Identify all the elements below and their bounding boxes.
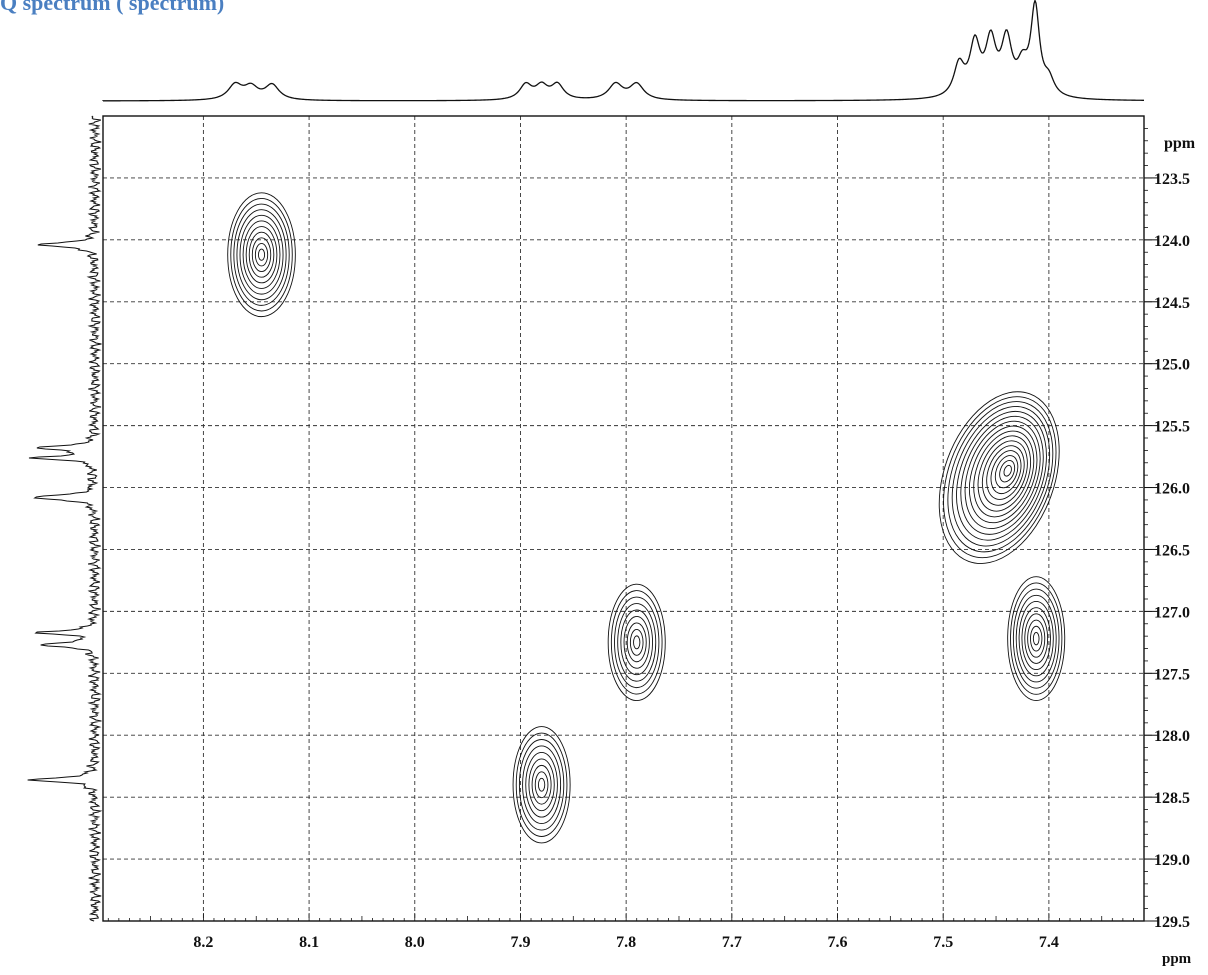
contour-level	[943, 396, 1057, 559]
figure-title-fragment: Q spectrum ( spectrum)	[0, 0, 225, 15]
contour-level	[1027, 619, 1046, 658]
contour-level	[977, 435, 1031, 512]
y-tick-label: 127.0	[1154, 604, 1190, 621]
contour-level	[248, 231, 275, 278]
x-tick-label: 7.7	[722, 934, 742, 951]
projections	[27, 0, 1145, 922]
contour-level	[236, 209, 287, 301]
contour-level	[990, 450, 1022, 495]
y-tick-label: 128.0	[1154, 728, 1190, 745]
x-tick-label: 8.2	[193, 934, 213, 951]
contour-level	[956, 410, 1047, 541]
contour-level	[1003, 464, 1012, 477]
y-tick-label: 129.0	[1154, 852, 1190, 869]
contour-level	[230, 197, 293, 312]
x-tick-label: 7.9	[510, 934, 530, 951]
contour-level	[633, 635, 641, 650]
contour-level	[251, 237, 272, 273]
contour-level	[245, 226, 278, 284]
y-tick-label: 128.5	[1154, 790, 1190, 807]
y-tick-label: 124.5	[1154, 295, 1190, 312]
contour-level	[938, 391, 1060, 564]
cross-peak	[938, 391, 1060, 564]
contour-level	[258, 248, 266, 261]
x-tick-label: 7.5	[933, 934, 953, 951]
contour-level	[1032, 631, 1040, 646]
x-tick-label: 7.8	[616, 934, 636, 951]
contour-level	[607, 583, 666, 702]
contour-level	[1018, 601, 1054, 677]
y-tick-label: 129.5	[1154, 914, 1190, 931]
proton-projection	[102, 0, 1145, 102]
contour-level	[614, 596, 660, 689]
contour-level	[254, 242, 269, 267]
contour-level	[629, 628, 644, 656]
y-tick-label: 123.5	[1154, 171, 1190, 188]
contour-level	[951, 406, 1051, 547]
plot-frame	[102, 115, 1145, 922]
contour-level	[999, 460, 1016, 483]
x-tick-label: 7.4	[1039, 934, 1059, 951]
contour-level	[986, 445, 1025, 500]
contour-level	[1021, 607, 1051, 671]
contour-level	[537, 777, 546, 792]
x-tick-label: 8.1	[299, 934, 319, 951]
contour-level	[1030, 625, 1043, 652]
y-tick-label: 126.0	[1154, 481, 1190, 498]
contour-level	[1007, 576, 1066, 702]
contour-level	[1015, 594, 1057, 683]
axes: 8.2 8.1 8.0 7.9 7.8 7.7 7.6 7.5 7.4 123.5 124.0 124…	[102, 115, 1196, 967]
contour-level	[620, 609, 654, 676]
contour-level	[515, 732, 568, 837]
contour-level	[610, 590, 663, 695]
y-tick-label: 125.0	[1154, 357, 1190, 374]
contour-level	[227, 192, 296, 318]
contour-level	[518, 739, 565, 831]
contour-level	[1024, 613, 1049, 664]
contour-level	[968, 425, 1038, 524]
y-axis-label: ppm	[1164, 135, 1196, 152]
contour-level	[973, 430, 1035, 518]
contour-level	[528, 758, 555, 812]
contour-level	[531, 764, 552, 805]
contour-level	[239, 214, 284, 295]
contour-level	[994, 455, 1019, 489]
contour-level	[233, 203, 290, 306]
contour-level	[522, 745, 562, 825]
contour-level	[617, 603, 657, 682]
cross-peak	[227, 192, 296, 318]
cross-peaks	[227, 192, 1066, 844]
contour-level	[626, 622, 647, 663]
y-tick-label: 124.0	[1154, 233, 1190, 250]
x-axis-label: ppm	[1162, 951, 1192, 967]
contour-level	[1012, 588, 1060, 689]
y-tick-label: 127.5	[1154, 666, 1190, 683]
x-tick-label: 8.0	[405, 934, 425, 951]
cross-peak	[512, 726, 571, 844]
contour-level	[947, 401, 1054, 553]
contour-level	[964, 420, 1041, 529]
contour-level	[1010, 582, 1063, 695]
grid-lines	[103, 116, 1144, 921]
contour-level	[981, 440, 1028, 506]
contour-level	[525, 751, 558, 818]
contour-level	[242, 220, 281, 289]
carbon-projection	[27, 115, 103, 922]
cross-peak	[1007, 576, 1066, 702]
contour-level	[534, 771, 549, 799]
contour-level	[623, 616, 650, 669]
contour-level	[512, 726, 571, 844]
cross-peak	[607, 583, 666, 702]
contour-level	[960, 415, 1044, 535]
x-tick-label: 7.6	[828, 934, 848, 951]
y-tick-label: 125.5	[1154, 419, 1190, 436]
y-tick-label: 126.5	[1154, 542, 1190, 559]
